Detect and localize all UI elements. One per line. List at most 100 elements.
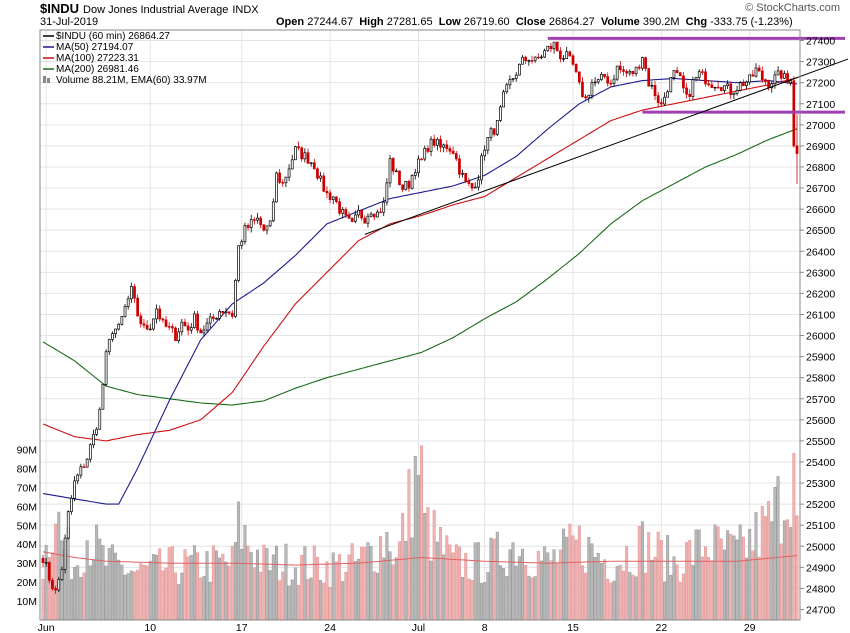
candle-body	[107, 338, 111, 353]
volume-bar	[208, 581, 212, 621]
candle-body	[420, 158, 423, 161]
close-value: 26864.27	[548, 16, 595, 28]
candle	[707, 80, 711, 87]
candle	[518, 63, 521, 76]
candle	[480, 152, 483, 185]
candle	[376, 209, 379, 218]
volume-bar	[757, 556, 761, 621]
volume-bar	[136, 569, 140, 621]
candle-body	[760, 70, 764, 81]
candle-body	[675, 70, 679, 73]
candle-body	[347, 214, 351, 219]
candle	[659, 98, 663, 107]
volume-bar	[344, 571, 348, 621]
candle-body	[704, 71, 707, 85]
candle	[212, 313, 215, 322]
volume-bar	[379, 536, 383, 621]
candle-body	[164, 319, 168, 327]
candle	[426, 145, 430, 154]
legend-swatch	[47, 78, 50, 83]
candle	[562, 54, 565, 62]
candle	[486, 137, 490, 155]
candle-body	[618, 65, 622, 71]
candle-body	[410, 175, 414, 189]
candle-body	[246, 225, 250, 228]
candle	[73, 475, 76, 502]
volume-bar	[713, 524, 717, 621]
candle-body	[571, 55, 575, 65]
candle-body	[628, 70, 632, 74]
volume-bar	[704, 546, 707, 621]
volume-bar	[256, 549, 259, 621]
volume-bar	[432, 510, 436, 621]
candle-body	[218, 310, 222, 319]
candle	[82, 463, 86, 468]
candle-body	[114, 328, 117, 334]
volume-bar	[423, 512, 427, 621]
volume-bar	[237, 501, 241, 621]
price-tick-label: 26500	[806, 225, 835, 237]
volume-bar	[770, 521, 774, 621]
candle	[454, 150, 458, 162]
volume-bar	[568, 523, 572, 621]
volume-bar	[215, 550, 218, 621]
candle	[584, 93, 587, 102]
volume-bar	[773, 487, 777, 621]
volume-bar	[581, 565, 584, 621]
candle	[757, 64, 761, 72]
candle	[499, 104, 502, 123]
candle-body	[694, 76, 698, 80]
candle	[609, 79, 613, 88]
candle-body	[574, 63, 578, 73]
stockcharts-logo[interactable]: © StockCharts.com	[745, 2, 840, 14]
candle-body	[565, 51, 569, 59]
date-tick-label: 22	[655, 622, 667, 633]
candle-body	[401, 184, 405, 190]
candle	[691, 76, 695, 100]
candle	[379, 207, 382, 214]
volume-bar	[511, 542, 515, 621]
candle-body	[593, 81, 597, 84]
price-tick-label: 25700	[806, 394, 835, 406]
candle-body	[275, 172, 278, 203]
candle	[732, 92, 736, 100]
candle	[442, 143, 446, 153]
candle	[483, 145, 487, 161]
candle	[347, 211, 351, 219]
candle-body	[227, 311, 231, 314]
volume-bar	[129, 570, 133, 621]
candle-body	[319, 175, 322, 179]
candle-body	[325, 190, 329, 194]
candle-body	[723, 85, 726, 91]
candle	[713, 86, 717, 92]
candle	[647, 67, 651, 87]
candle	[294, 145, 297, 161]
candle	[221, 310, 225, 316]
candle	[70, 495, 73, 515]
candle	[319, 171, 322, 182]
candle	[196, 310, 199, 334]
candle	[246, 223, 250, 231]
candle	[265, 225, 269, 235]
candle	[88, 443, 92, 463]
candle-body	[145, 324, 149, 330]
volume-bar	[107, 548, 111, 621]
volume-bar	[189, 555, 193, 621]
candle	[372, 213, 376, 221]
candle-body	[66, 511, 70, 539]
candle	[748, 74, 752, 86]
volume-tick-label: 30M	[17, 558, 37, 570]
candle	[555, 41, 559, 52]
candle	[685, 83, 688, 99]
volume-bar	[489, 537, 493, 621]
volume-bar	[640, 521, 644, 621]
candle-body	[328, 192, 332, 200]
candle-body	[445, 144, 449, 149]
volume-bar	[306, 578, 310, 621]
axes: 24700 24800 24900 25000 25100 25200 25300 25400…	[17, 29, 835, 633]
candle	[202, 325, 206, 337]
volume-bar	[278, 580, 282, 621]
low-value: 26719.60	[463, 16, 510, 28]
legend-label: $INDU (60 min) 26864.27	[56, 31, 170, 42]
